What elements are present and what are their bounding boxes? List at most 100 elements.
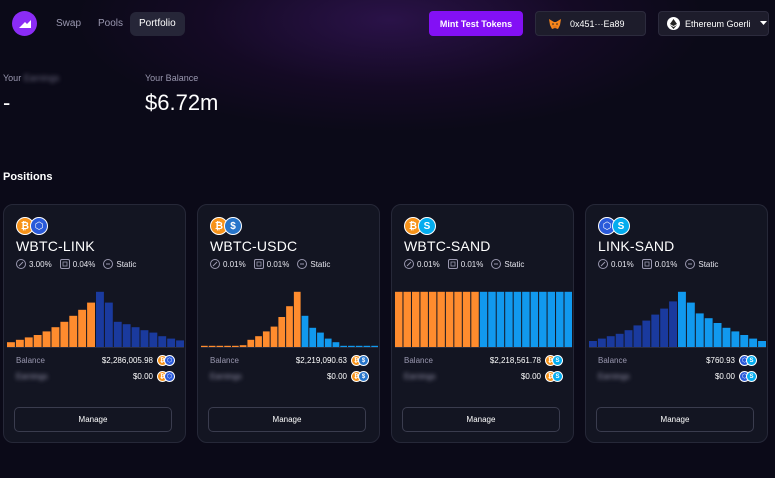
sand-icon: S [552,371,563,382]
strategy: Static [504,259,525,269]
liquidity-bar [395,291,403,347]
liquidity-bar [7,342,15,347]
liquidity-bar [201,345,208,347]
liquidity-bar [633,325,642,347]
liquidity-bar [704,318,713,347]
liquidity-bar [317,332,324,347]
manage-button[interactable]: Manage [208,407,366,432]
balance-row-label: Balance [210,356,239,365]
fee-icon [598,259,608,269]
earnings-token-icons: ₿ ⬡ [157,371,175,382]
fee-b: 0.01% [266,259,290,269]
manage-button[interactable]: Manage [14,407,172,432]
liquidity-bar [564,291,572,347]
balance-value: $6.72m [145,90,219,115]
liquidity-bar [411,291,420,347]
liquidity-bar [51,327,60,347]
liquidity-bar [624,330,633,347]
nav-link-portfolio[interactable]: Portfolio [130,12,185,36]
balance-token-icons: ₿ $ [351,355,369,366]
liquidity-bar [286,306,293,347]
liquidity-bar [158,336,167,347]
fee-tier-icon [641,259,652,269]
liquidity-bar [122,324,131,347]
mint-test-tokens-button[interactable]: Mint Test Tokens [429,11,523,36]
strategy-icon [685,259,696,269]
wallet-button[interactable]: 0x451···Ea89 [535,11,646,36]
app-logo-icon[interactable] [12,11,37,36]
balance-token-icons: ₿ ⬡ [157,355,175,366]
liquidity-bar [403,291,411,347]
fee-icon [16,259,26,269]
chainlink-icon: ⬡ [30,217,48,235]
liquidity-bar [686,302,695,347]
earnings-row-label: Earnings [16,372,48,381]
fee-b: 0.01% [654,259,678,269]
liquidity-bar [758,341,766,347]
manage-button[interactable]: Manage [596,407,754,432]
liquidity-bar [78,309,87,347]
earnings-row-value: $0.00 [132,372,153,381]
liquidity-bar [278,317,286,347]
position-params: 0.01% 0.01% Static [598,259,718,269]
pair-token-icons: ₿ $ [210,217,242,236]
liquidity-bar [15,339,24,347]
earnings-label: Your Earnings [3,73,60,83]
earnings-row-label: Earnings [598,372,630,381]
earnings-row-value: $0.00 [520,372,541,381]
fee-a: 0.01% [611,259,634,269]
liquidity-bar [293,291,301,347]
network-name: Ethereum Goerli [685,18,751,29]
liquidity-bar [488,291,496,347]
top-navbar: Swap Pools Portfolio Mint Test Tokens 0x… [0,0,775,46]
position-params: 0.01% 0.01% Static [210,259,330,269]
chart-baseline [589,347,766,348]
position-card: ₿ ⬡ WBTC-LINK 3.00% 0.04% Static Balance … [3,204,186,443]
liquidity-bar [731,331,740,347]
liquidity-bar [660,308,669,347]
nav-link-swap[interactable]: Swap [56,18,82,29]
liquidity-bar [371,345,378,347]
position-card: ₿ $ WBTC-USDC 0.01% 0.01% Static Balance … [197,204,380,443]
liquidity-bar [740,335,749,347]
liquidity-bar [428,291,437,347]
strategy-icon [103,259,114,269]
liquidity-bar [606,336,615,347]
fee-a: 3.00% [29,259,52,269]
liquidity-bar [445,291,454,347]
liquidity-bar [355,345,363,347]
fee-icon [404,259,414,269]
liquidity-bar [713,323,722,347]
strategy-icon [491,259,502,269]
liquidity-bar [176,340,184,347]
liquidity-bar [615,333,624,347]
chevron-down-icon [759,21,767,25]
liquidity-bar [420,291,428,347]
position-params: 3.00% 0.04% Static [16,259,136,269]
strategy: Static [698,259,719,269]
earnings-row-label: Earnings [404,372,436,381]
liquidity-bar [24,337,33,347]
nav-link-pools[interactable]: Pools [98,18,124,29]
fee-a: 0.01% [223,259,246,269]
balance-row-label: Balance [404,356,433,365]
liquidity-bar [96,291,104,347]
liquidity-bar [363,345,371,347]
liquidity-bar [231,345,239,347]
liquidity-bar [678,291,686,347]
liquidity-bar [270,326,278,347]
fee-tier-icon [447,259,458,269]
network-selector[interactable]: Ethereum Goerli [658,11,769,36]
balance-row-value: $2,286,005.98 [101,356,153,365]
usdc-icon: $ [358,355,369,366]
liquidity-bar [324,338,332,347]
wallet-address: 0x451···Ea89 [570,18,625,29]
liquidity-chart [589,291,766,347]
liquidity-bar [437,291,445,347]
liquidity-bar [301,315,309,347]
liquidity-bar [255,336,262,347]
pair-name: WBTC-USDC [210,238,298,254]
fee-icon [210,259,220,269]
manage-button[interactable]: Manage [402,407,560,432]
liquidity-bar [513,291,522,347]
